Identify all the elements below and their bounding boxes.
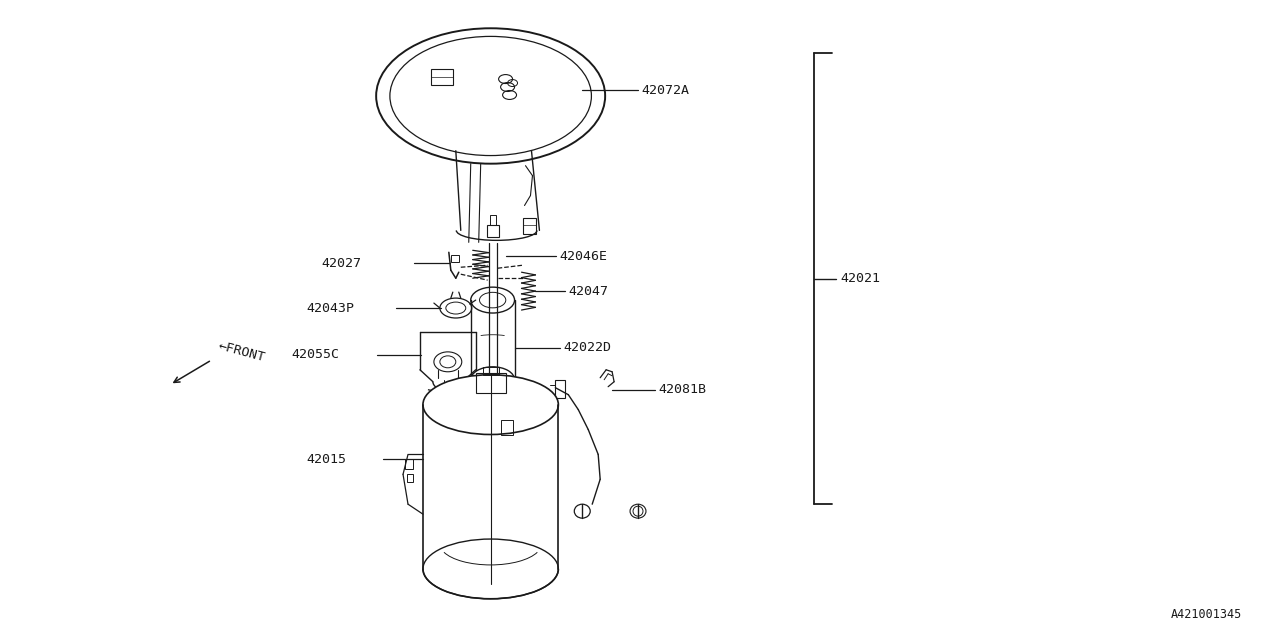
Text: 42046E: 42046E (559, 250, 607, 263)
Bar (522, 218, 536, 234)
Text: 42015: 42015 (306, 453, 347, 466)
Text: ←FRONT: ←FRONT (216, 340, 266, 365)
Text: 42055C: 42055C (292, 348, 339, 362)
Bar (490, 216, 495, 225)
Bar (431, 69, 453, 85)
Text: 42021: 42021 (840, 272, 881, 285)
Text: 42072A: 42072A (641, 83, 689, 97)
Text: A421001345: A421001345 (1171, 608, 1243, 621)
Text: 42081B: 42081B (658, 383, 707, 396)
Circle shape (490, 402, 495, 408)
Text: 42022D: 42022D (563, 341, 612, 355)
Bar (451, 255, 458, 262)
Ellipse shape (422, 375, 558, 435)
Text: 42027: 42027 (321, 257, 361, 269)
Bar (556, 380, 566, 397)
Bar (500, 420, 512, 435)
Bar (476, 372, 506, 393)
Text: 42047: 42047 (568, 285, 608, 298)
Bar (486, 225, 499, 237)
Text: 42043P: 42043P (306, 301, 355, 314)
Bar (483, 367, 499, 375)
Bar (404, 460, 413, 469)
Bar (407, 474, 413, 483)
